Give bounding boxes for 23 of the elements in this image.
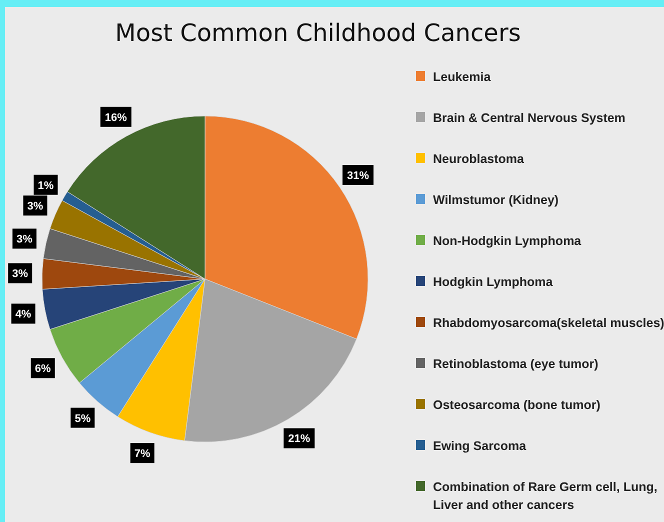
legend-label: Osteosarcoma (bone tumor): [433, 398, 600, 412]
data-label: 16%: [104, 112, 128, 124]
data-label: 31%: [346, 170, 370, 182]
data-label: 7%: [134, 448, 150, 460]
data-label: 3%: [16, 234, 33, 246]
data-label: 4%: [15, 308, 32, 321]
data-label: 3%: [12, 268, 28, 280]
chart-title: Most Common Childhood Cancers: [115, 19, 521, 47]
data-label: 6%: [34, 363, 52, 376]
legend-label: Neuroblastoma: [433, 152, 526, 166]
data-label: 3%: [27, 200, 44, 213]
legend-label: Hodgkin Lymphoma: [433, 275, 554, 289]
data-label: 5%: [74, 412, 91, 425]
legend-label: Leukemia: [433, 70, 492, 84]
legend-label: Combination of Rare Germ cell, Lung, Liver and other cancers: [433, 480, 658, 512]
legend-label: Ewing Sarcoma: [433, 439, 528, 453]
legend-label: Rhabdomyosarcoma(skeletal muscles): [433, 316, 664, 330]
legend-label: Non-Hodgkin Lymphoma: [433, 234, 582, 248]
legend-label: Wilmstumor (Kidney): [433, 193, 559, 207]
data-label: 1%: [38, 180, 54, 192]
data-label: 21%: [288, 433, 310, 446]
legend-label: Brain & Central Nervous System: [433, 111, 626, 125]
legend-label: Retinoblastoma (eye tumor): [433, 357, 598, 371]
